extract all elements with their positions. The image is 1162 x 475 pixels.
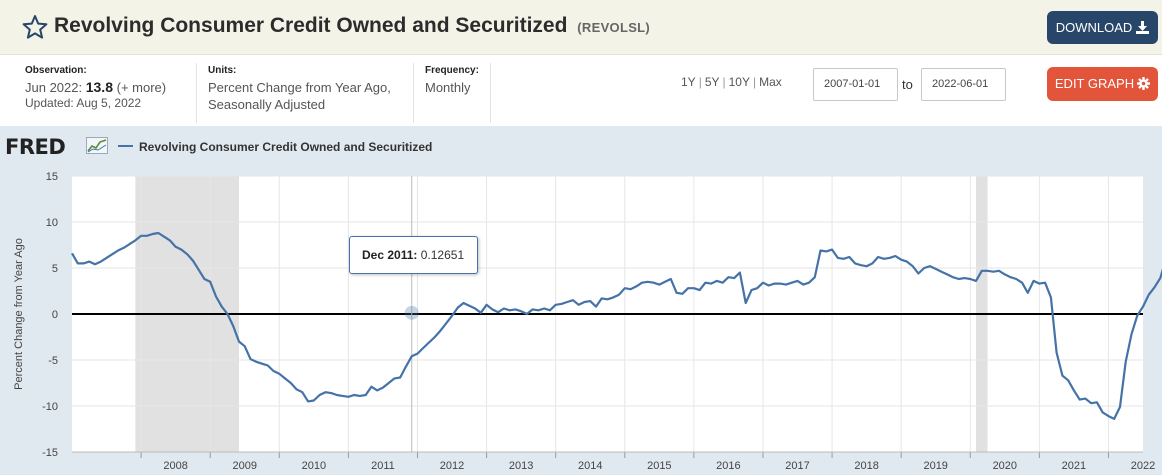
- x-tick-label: 2012: [440, 460, 464, 472]
- x-tick-label: 2014: [578, 460, 602, 472]
- range-separator: |: [752, 75, 757, 89]
- series-id: (REVOLSL): [577, 20, 651, 35]
- legend-label: Revolving Consumer Credit Owned and Secu…: [139, 140, 433, 154]
- range-1y[interactable]: 1Y: [681, 75, 696, 89]
- divider: [196, 63, 197, 123]
- observation-line: Jun 2022: 13.8 (+ more): [25, 79, 166, 96]
- x-axis: 2008 2009 2010 2011 2012 2013 2014 2015 2016 2017…: [72, 451, 1155, 472]
- chart-container: FRED Revolving Consumer Credit Owned and…: [0, 126, 1162, 475]
- legend-swatch: [118, 145, 133, 147]
- x-tick-label: 2018: [854, 460, 878, 472]
- series-line[interactable]: [71, 187, 1162, 420]
- fred-logo: FRED: [5, 135, 66, 159]
- y-tick-label: -10: [42, 401, 58, 413]
- range-10y[interactable]: 10Y: [728, 75, 750, 89]
- y-tick-label: -15: [42, 447, 58, 459]
- units-label: Units:: [208, 65, 237, 76]
- observation-period: Jun 2022:: [25, 80, 83, 95]
- frequency-label: Frequency:: [425, 65, 479, 76]
- edit-graph-label: EDIT GRAPH: [1054, 76, 1135, 91]
- updated-date: Updated: Aug 5, 2022: [25, 96, 142, 110]
- gear-icon: [1137, 77, 1151, 90]
- x-tick-label: 2019: [923, 460, 947, 472]
- y-tick-label: -5: [48, 355, 58, 367]
- divider: [490, 63, 491, 123]
- hover-marker: [404, 305, 419, 320]
- to-label: to: [902, 77, 913, 92]
- edit-graph-button[interactable]: EDIT GRAPH: [1047, 67, 1158, 101]
- divider: [413, 63, 414, 123]
- range-separator: |: [722, 75, 726, 89]
- units-block: Units: Percent Change from Year Ago, Sea…: [208, 65, 391, 113]
- range-max[interactable]: Max: [759, 75, 782, 89]
- observation-value: 13.8: [85, 79, 113, 95]
- x-tick-label: 2008: [163, 460, 187, 472]
- y-tick-label: 5: [52, 263, 58, 275]
- x-tick-label: 2015: [647, 460, 671, 472]
- x-tick-label: 2011: [371, 460, 395, 472]
- x-tick-label: 2017: [785, 460, 809, 472]
- x-tick-label: 2020: [993, 460, 1017, 472]
- range-separator: |: [698, 75, 702, 89]
- frequency-value: Monthly: [425, 80, 471, 95]
- x-tick-label: 2010: [302, 460, 326, 472]
- range-selector: 1Y | 5Y | 10Y | Max: [681, 75, 782, 89]
- star-icon[interactable]: [22, 14, 48, 40]
- series-title: Revolving Consumer Credit Owned and Secu…: [54, 14, 568, 37]
- end-date-input[interactable]: 2022-06-01: [921, 68, 1006, 101]
- y-tick-label: 10: [46, 217, 58, 229]
- units-line-1: Percent Change from Year Ago,: [208, 80, 391, 95]
- x-tick-label: 2021: [1062, 460, 1086, 472]
- x-tick-label: 2013: [509, 460, 533, 472]
- page-title: Revolving Consumer Credit Owned and Secu…: [54, 14, 650, 38]
- more-link[interactable]: (+ more): [116, 80, 167, 95]
- y-tick-label: 0: [52, 309, 58, 321]
- start-date-input[interactable]: 2007-01-01: [813, 68, 898, 101]
- frequency-block: Frequency: Monthly: [425, 65, 479, 96]
- download-icon: [1136, 21, 1150, 34]
- y-tick-label: 15: [46, 171, 58, 183]
- tooltip-value: 0.12651: [420, 248, 465, 262]
- series-metadata: Observation: Jun 2022: 13.8 (+ more) Upd…: [0, 55, 1162, 126]
- download-button[interactable]: DOWNLOAD: [1047, 11, 1158, 44]
- tooltip-date: Dec 2011:: [362, 248, 418, 262]
- y-axis-label: Percent Change from Year Ago: [13, 238, 25, 390]
- data-tooltip: Dec 2011: 0.12651: [349, 236, 478, 274]
- x-tick-label: 2022: [1131, 460, 1155, 472]
- x-tick-label: 2016: [716, 460, 740, 472]
- observation-label: Observation:: [25, 65, 87, 76]
- y-axis: 15 10 5 0 -5 -10 -15: [42, 171, 58, 459]
- fred-graph-icon: [86, 137, 108, 154]
- x-tick-label: 2009: [232, 460, 256, 472]
- observation-block: Observation: Jun 2022: 13.8 (+ more) Upd…: [25, 65, 166, 110]
- units-line-2: Seasonally Adjusted: [208, 97, 326, 112]
- download-label: DOWNLOAD: [1055, 20, 1133, 35]
- range-5y[interactable]: 5Y: [704, 75, 720, 89]
- title-bar: Revolving Consumer Credit Owned and Secu…: [0, 0, 1162, 55]
- chart-legend[interactable]: Revolving Consumer Credit Owned and Secu…: [118, 140, 432, 154]
